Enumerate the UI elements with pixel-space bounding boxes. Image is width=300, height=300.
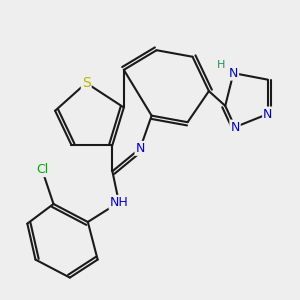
Text: NH: NH xyxy=(110,196,128,209)
Text: N: N xyxy=(229,67,238,80)
Text: H: H xyxy=(217,60,225,70)
Text: S: S xyxy=(82,76,91,90)
Text: N: N xyxy=(230,121,240,134)
Text: N: N xyxy=(263,107,272,121)
Text: N: N xyxy=(136,142,145,155)
Text: Cl: Cl xyxy=(36,163,48,176)
